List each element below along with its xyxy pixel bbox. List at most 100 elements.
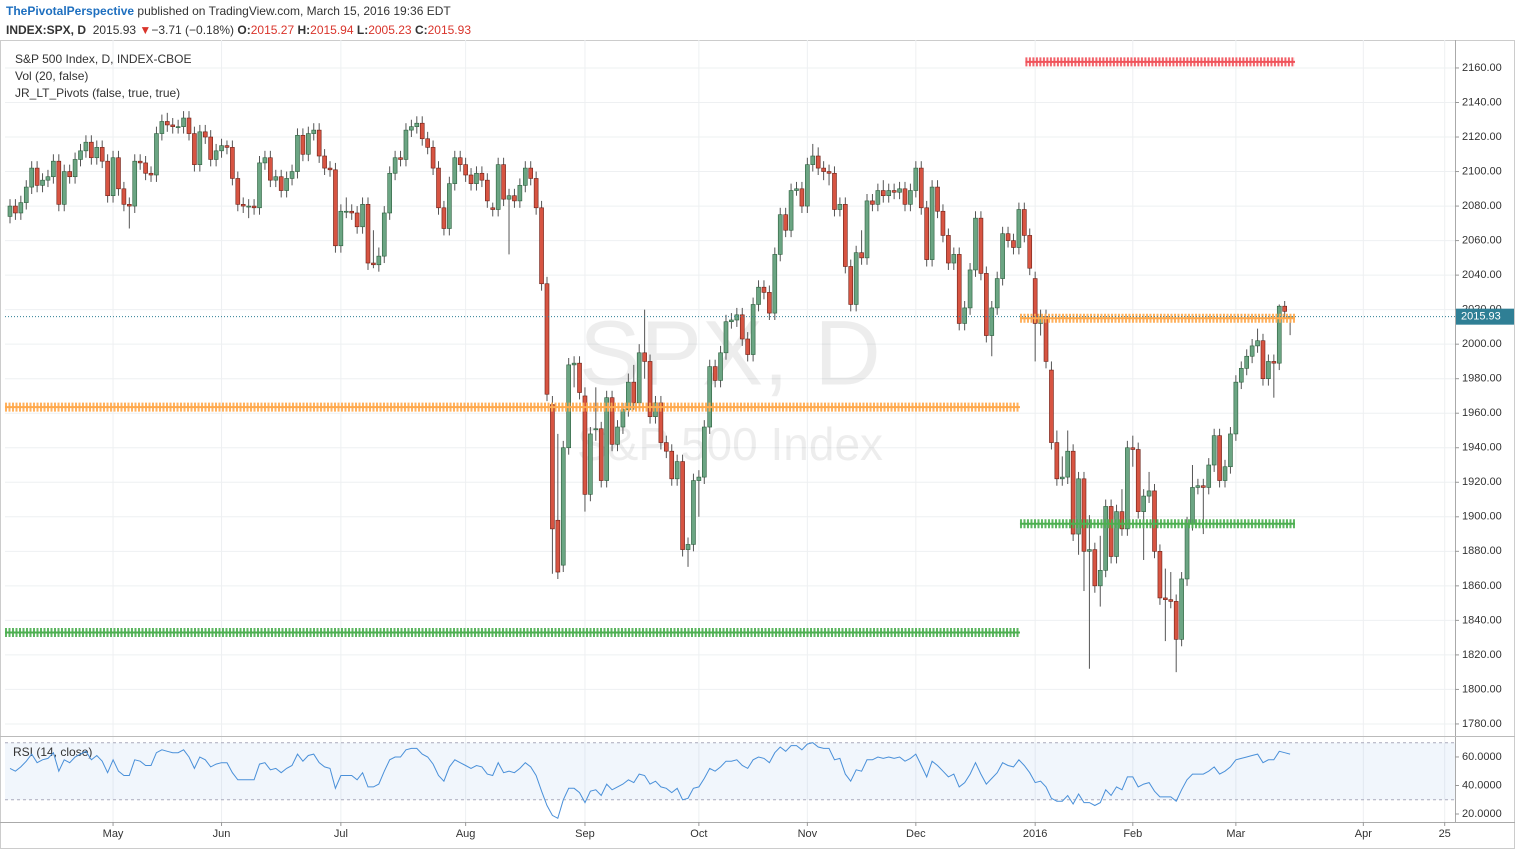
candle-body xyxy=(1249,345,1255,357)
candle-body xyxy=(664,442,669,452)
candle-body xyxy=(485,179,490,202)
change: −3.71 (−0.18%) xyxy=(151,23,235,37)
candle-body xyxy=(636,352,642,404)
candle-body xyxy=(924,207,929,260)
candle-body xyxy=(1190,487,1195,525)
candle-body xyxy=(1022,209,1027,236)
candle-body xyxy=(327,167,333,171)
change-marker: ▼ xyxy=(139,23,152,37)
candle-body xyxy=(1201,485,1206,488)
candle-body xyxy=(1027,235,1033,269)
last: 2015.93 xyxy=(92,23,137,37)
y-tick-label: 1780.00 xyxy=(1462,718,1502,730)
candle-body xyxy=(192,133,197,165)
candle-body xyxy=(729,319,734,323)
candle-body xyxy=(474,172,479,184)
candle-body xyxy=(1179,578,1184,640)
candle-body xyxy=(45,176,51,181)
candle-body xyxy=(1049,369,1054,443)
candle-body xyxy=(121,188,127,205)
candle-body xyxy=(989,307,995,336)
candle-body xyxy=(647,361,653,417)
candle-body xyxy=(251,205,257,209)
candle-body xyxy=(40,179,45,186)
candle-body xyxy=(951,254,957,264)
y-tick-label: 1940.00 xyxy=(1462,442,1502,454)
candle-body xyxy=(1135,449,1141,512)
candle-body xyxy=(18,202,24,214)
candle-body xyxy=(1114,511,1119,557)
candle-body xyxy=(1016,209,1022,248)
x-tick-label: Mar xyxy=(1226,828,1245,840)
candle-body xyxy=(94,147,100,159)
candle-body xyxy=(897,188,902,193)
candle-body xyxy=(289,171,295,179)
y-tick-label: 1920.00 xyxy=(1462,476,1502,488)
candle-body xyxy=(891,190,897,193)
candle-body xyxy=(240,204,246,207)
candle-body xyxy=(1222,466,1228,481)
candle-body xyxy=(994,278,1000,309)
candle-body xyxy=(99,147,105,162)
candle-body xyxy=(680,461,685,550)
candle-body xyxy=(1076,478,1081,535)
candle-body xyxy=(1000,233,1005,279)
candle-body xyxy=(490,207,496,210)
candle-body xyxy=(447,183,452,229)
legend-main: S&P 500 Index, D, INDEX-CBOE xyxy=(15,52,192,66)
candle-body xyxy=(197,131,203,165)
rsi-line xyxy=(9,742,1291,820)
author[interactable]: ThePivotalPerspective xyxy=(6,4,135,18)
candle-body xyxy=(127,204,132,207)
c-label: C: xyxy=(414,23,428,37)
candle-body xyxy=(1087,549,1092,552)
candle-body xyxy=(940,210,946,236)
candle-body xyxy=(902,188,908,205)
y-tick-label: 2100.00 xyxy=(1462,165,1502,177)
candle-body xyxy=(159,121,165,134)
candle-body xyxy=(582,395,588,495)
candle-body xyxy=(1233,381,1239,435)
candle-body xyxy=(1238,368,1244,383)
candle-body xyxy=(712,366,718,381)
candle-body xyxy=(767,292,772,314)
candle-body xyxy=(414,122,420,127)
candle-body xyxy=(246,205,251,208)
candle-body xyxy=(376,255,382,266)
grid xyxy=(5,40,1455,822)
candle-body xyxy=(815,155,821,169)
candle-body xyxy=(452,157,458,184)
candle-body xyxy=(962,307,967,324)
candle-body xyxy=(257,162,262,209)
candle-body xyxy=(67,171,72,178)
candle-body xyxy=(544,283,550,395)
candle-body xyxy=(522,167,528,186)
low: 2005.23 xyxy=(368,23,412,37)
candle-body xyxy=(1244,355,1250,369)
close: 2015.93 xyxy=(427,23,471,37)
candle-body xyxy=(56,160,62,205)
candle-body xyxy=(598,428,604,481)
candle-body xyxy=(284,178,289,191)
candle-body xyxy=(1217,435,1222,481)
candle-body xyxy=(262,157,268,164)
candle-body xyxy=(1266,361,1271,379)
rsi-y-tick-label: 60.0000 xyxy=(1462,751,1502,763)
candle-body xyxy=(116,157,121,190)
candle-body xyxy=(213,150,219,160)
candle-body xyxy=(506,195,512,200)
candle-body xyxy=(343,210,349,213)
x-tick-label: Jun xyxy=(213,828,231,840)
candle-body xyxy=(674,461,680,480)
candle-body xyxy=(398,157,403,160)
candle-body xyxy=(1163,597,1168,600)
candle-body xyxy=(956,254,962,324)
candle-body xyxy=(745,338,750,355)
candle-body xyxy=(72,159,78,178)
y-tick-label: 1900.00 xyxy=(1462,511,1502,523)
candle-body xyxy=(219,145,224,152)
candle-body xyxy=(539,207,544,285)
candle-body xyxy=(1228,433,1233,468)
candle-body xyxy=(1141,495,1146,512)
